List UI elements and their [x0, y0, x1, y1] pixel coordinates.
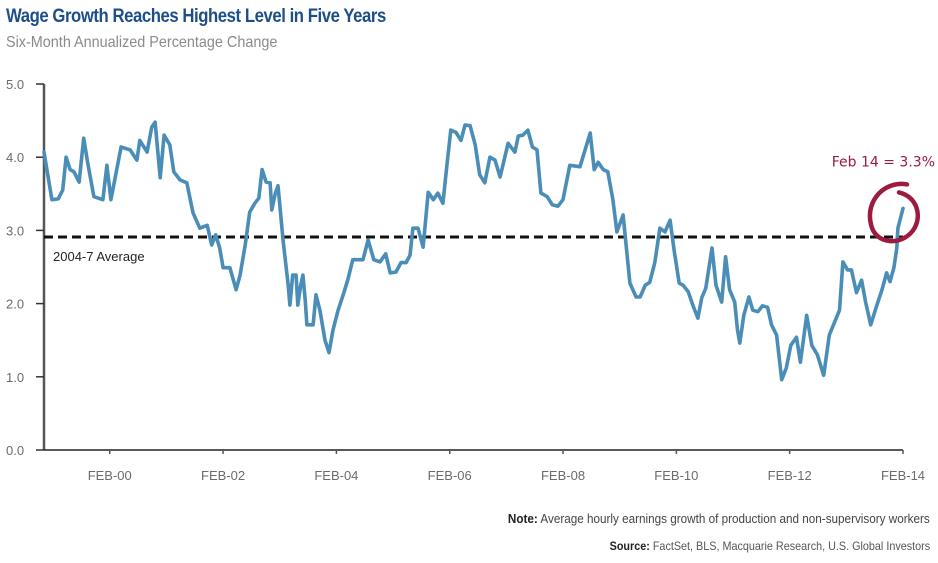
reference-lines: 2004-7 Average [44, 235, 903, 264]
source-label: Source: [609, 539, 650, 553]
chart-source: Source: FactSet, BLS, Macquarie Research… [609, 539, 930, 553]
x-tick-label: FEB-10 [654, 468, 698, 483]
series-line [42, 120, 905, 382]
x-tick-label: FEB-12 [768, 468, 812, 483]
y-tick-label: 0.0 [6, 443, 24, 458]
x-tick-label: FEB-14 [881, 468, 925, 483]
series-group [42, 120, 905, 382]
annotation-label: Feb 14 = 3.3% [832, 154, 935, 170]
note-text: Average hourly earnings growth of produc… [538, 511, 930, 526]
chart-subtitle: Six-Month Annualized Percentage Change [6, 34, 278, 51]
y-tick-label: 4.0 [6, 150, 24, 165]
x-axis: FEB-00 FEB-02 FEB-04 FEB-06 FEB-08 FEB-10 FEB-… [44, 449, 925, 483]
annotation-circle [867, 181, 920, 244]
annotations: Feb 14 = 3.3% [832, 154, 935, 244]
y-tick-label: 1.0 [6, 370, 24, 385]
y-tick-label: 2.0 [6, 297, 24, 312]
chart-title: Wage Growth Reaches Highest Level in Fiv… [6, 6, 386, 27]
x-tick-label: FEB-08 [541, 468, 585, 483]
x-tick-label: FEB-00 [88, 468, 132, 483]
x-tick-label: FEB-04 [314, 468, 358, 483]
source-text: FactSet, BLS, Macquarie Research, U.S. G… [649, 539, 930, 553]
y-tick-label: 5.0 [6, 77, 24, 92]
x-tick-label: FEB-06 [428, 468, 472, 483]
chart-note: Note: Average hourly earnings growth of … [508, 511, 930, 526]
y-tick-label: 3.0 [6, 223, 24, 238]
note-label: Note: [508, 511, 539, 526]
x-tick-label: FEB-02 [201, 468, 245, 483]
average-label: 2004-7 Average [53, 249, 145, 264]
y-axis: 0.0 1.0 2.0 3.0 4.0 5.0 [6, 77, 46, 458]
